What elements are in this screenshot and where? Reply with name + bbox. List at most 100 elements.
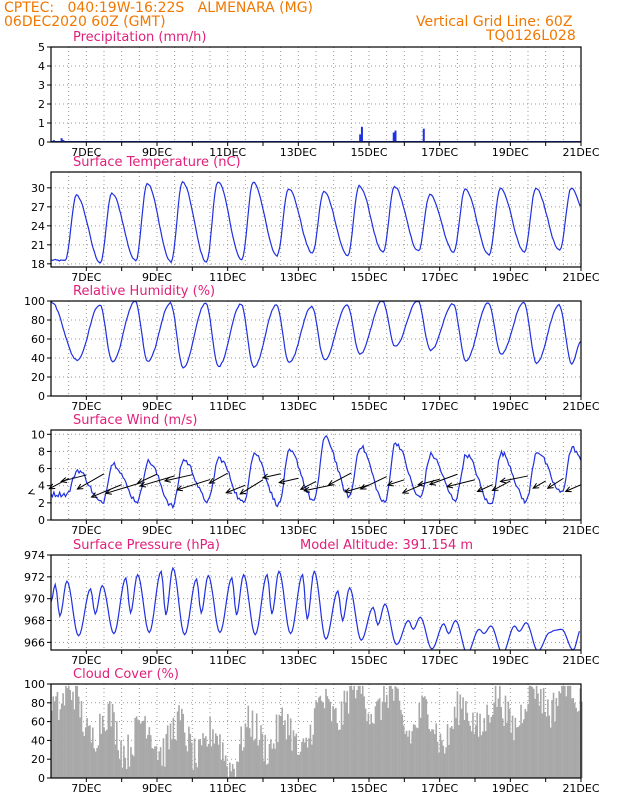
cloud-bar — [453, 706, 456, 778]
cloud-bar — [412, 724, 415, 778]
rh-x-tick-label: 17DEC — [421, 400, 458, 413]
rh-series-line — [51, 301, 581, 369]
wind-vector — [429, 473, 458, 485]
cloud-bar — [486, 704, 488, 778]
cloud-bar — [394, 686, 397, 778]
cloud-bar — [188, 726, 190, 778]
wind-vector-head — [225, 488, 233, 494]
cloud-bar — [537, 693, 539, 778]
header-location: CPTEC: 040:19W-16:22S ALMENARA (MG) — [4, 0, 314, 16]
cloud-bar — [318, 697, 320, 778]
wind-vector-head — [401, 488, 409, 494]
cloud-bar — [455, 717, 457, 778]
cloud-bar — [393, 700, 395, 778]
rh-title: Relative Humidity (%) — [73, 284, 215, 299]
wind-vector-head — [208, 478, 216, 484]
cloud-bar — [544, 711, 546, 778]
cloud-bar — [425, 699, 428, 778]
cloud-bar — [387, 707, 389, 778]
cloud-bar — [429, 731, 432, 778]
cloud-bar — [480, 735, 483, 778]
press-x-tick-label: 15DEC — [350, 654, 387, 667]
cloud-bar — [565, 696, 568, 778]
cloud-x-tick-label: 19DEC — [492, 782, 529, 795]
cloud-bar — [476, 712, 479, 778]
cloud-bar — [106, 729, 108, 778]
cloud-bar — [363, 696, 365, 778]
cloud-bar — [285, 739, 288, 778]
cloud-bar — [164, 766, 166, 778]
rh-panel: 0 20 40 60 80 100 7DEC 9DEC 11DEC 13DEC 15DEC 17DEC… — [24, 284, 600, 413]
cloud-bar — [203, 738, 206, 778]
cloud-bar — [175, 740, 177, 778]
cloud-bar — [76, 685, 79, 778]
cloud-bar — [319, 695, 322, 778]
cloud-bar — [104, 731, 107, 778]
cloud-bar — [542, 688, 545, 778]
wind-vector — [360, 476, 387, 490]
cloud-bar — [381, 701, 384, 778]
cloud-bar — [571, 698, 573, 778]
cloud-bar — [467, 720, 470, 778]
cloud-bar — [72, 691, 74, 778]
cloud-bar — [541, 713, 544, 778]
cloud-bar — [241, 750, 244, 778]
cloud-bar — [441, 740, 443, 778]
cloud-bar — [84, 727, 87, 778]
cloud-bar — [337, 730, 340, 778]
cloud-bar — [162, 738, 165, 778]
precip-title: Precipitation (mm/h) — [73, 30, 206, 45]
temp-y-tick-label: 18 — [31, 258, 45, 271]
rh-y-tick-label: 60 — [31, 333, 45, 346]
cloud-bar — [75, 685, 77, 778]
header-run-time: 06DEC2020 60Z (GMT) — [4, 14, 166, 30]
cloud-bar — [284, 720, 286, 778]
wind-vector-head — [163, 476, 171, 483]
cloud-bar — [421, 695, 423, 778]
cloud-bar — [257, 745, 259, 778]
wind-vector-head — [417, 480, 425, 487]
cloud-y-tick-label: 0 — [38, 772, 45, 785]
cloud-bar — [100, 733, 103, 778]
cloud-bar — [247, 705, 250, 778]
cloud-bar — [67, 685, 70, 778]
cloud-bar — [193, 738, 196, 778]
cloud-bar — [490, 716, 493, 778]
rh-y-tick-label: 40 — [31, 352, 45, 365]
press-x-tick-label: 13DEC — [280, 654, 317, 667]
cloud-bar — [511, 715, 514, 778]
precip-x-tick-label: 21DEC — [562, 146, 599, 159]
cloud-bar — [69, 689, 71, 778]
cloud-bar — [339, 729, 341, 778]
wind-vector-head — [76, 483, 84, 490]
cloud-bar — [377, 699, 380, 778]
cloud-y-tick-label: 40 — [31, 734, 45, 747]
cloud-bar — [210, 746, 213, 778]
cloud-bar — [316, 702, 319, 778]
cloud-bar — [475, 725, 477, 778]
cloud-bar — [373, 723, 375, 778]
wind-title: Surface Wind (m/s) — [73, 413, 197, 428]
wind-vector — [226, 484, 246, 494]
cloud-bar — [118, 759, 121, 778]
cloud-bar — [540, 688, 542, 778]
cloud-bar — [130, 747, 132, 778]
wind-vector — [418, 478, 440, 486]
cloud-bar — [579, 688, 582, 778]
cloud-y-tick-label: 20 — [31, 753, 45, 766]
rh-y-tick-label: 20 — [31, 371, 45, 384]
wind-x-tick-label: 15DEC — [350, 524, 387, 537]
cloud-bar — [366, 721, 368, 778]
cloud-bar — [103, 727, 105, 778]
cloud-x-tick-label: 21DEC — [562, 782, 599, 795]
cloud-x-tick-label: 17DEC — [421, 782, 458, 795]
cloud-bar — [558, 691, 560, 778]
cloud-bar — [397, 688, 399, 778]
cloud-bar — [289, 718, 292, 778]
cloud-bar — [213, 743, 216, 778]
cloud-bar — [233, 768, 235, 778]
cloud-bar — [271, 748, 274, 778]
cloud-bar — [111, 703, 114, 778]
cloud-bar — [59, 709, 62, 778]
wind-vector — [565, 484, 581, 492]
